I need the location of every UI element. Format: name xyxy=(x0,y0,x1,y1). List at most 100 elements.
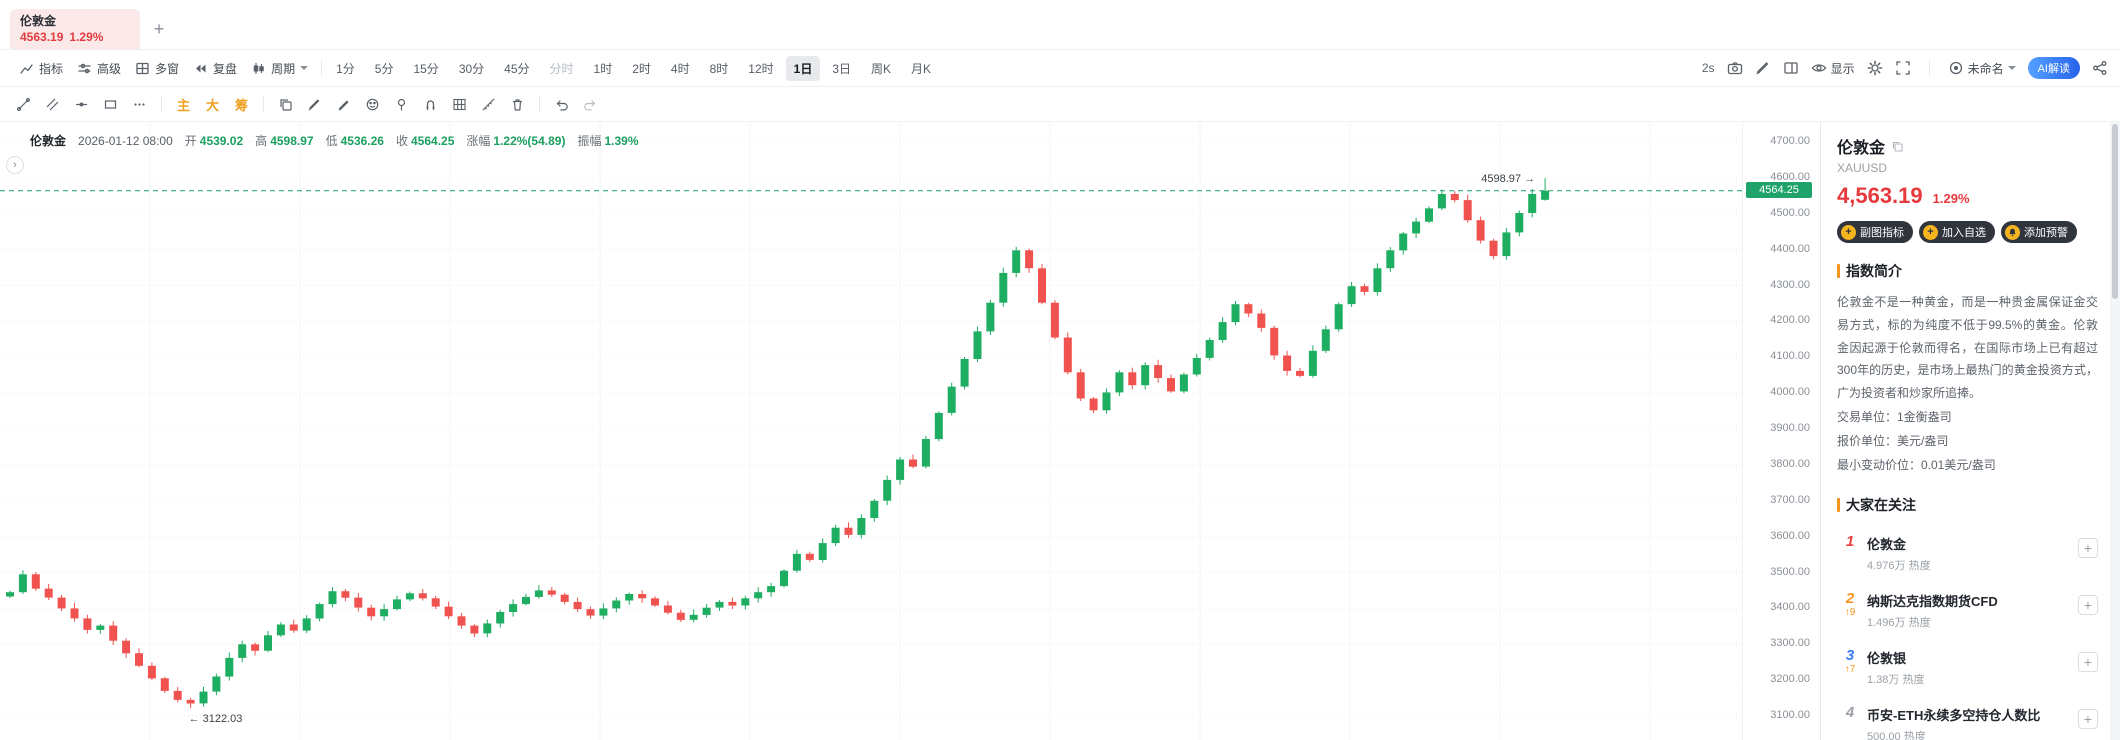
multi-window-button[interactable]: 多窗 xyxy=(128,55,186,81)
timeframe-30分[interactable]: 30分 xyxy=(458,61,485,76)
display-label: 显示 xyxy=(1830,61,1855,76)
svg-text:4598.97 →: 4598.97 → xyxy=(1481,173,1535,185)
watchlist-item-name: 伦敦银 xyxy=(1867,650,1907,666)
timeframe-5分[interactable]: 5分 xyxy=(374,61,394,76)
screenshot-button[interactable] xyxy=(1727,60,1743,76)
edit-button[interactable] xyxy=(1755,60,1771,76)
pencil-icon xyxy=(1756,62,1768,75)
copy-icon[interactable] xyxy=(1891,140,1904,153)
timeframe-3日[interactable]: 3日 xyxy=(832,61,852,76)
intro-text: 伦敦金不是一种黄金，而是一种贵金属保证金交易方式，标的为纯度不低于99.5%的黄… xyxy=(1837,295,2098,401)
divider xyxy=(1928,60,1930,76)
watchlist-item[interactable]: 3 ↑7 伦敦银 1.38万 热度 + xyxy=(1837,639,2098,696)
delete-drawings-tool[interactable] xyxy=(504,91,531,117)
price-axis[interactable]: 4564.25 4700.00 4600.00 4500.00 4400.00 4300… xyxy=(1742,122,1820,740)
redo-button[interactable] xyxy=(577,91,604,117)
clone-tool[interactable] xyxy=(272,91,299,117)
draw-pencil-tool[interactable] xyxy=(301,91,328,117)
price-tick: 3100.00 xyxy=(1770,709,1810,721)
watchlist-add-button[interactable]: + xyxy=(2078,651,2098,672)
timeframe-1时[interactable]: 1时 xyxy=(593,61,613,76)
indicator-button[interactable]: 指标 xyxy=(12,55,70,81)
trend-line-icon xyxy=(17,97,31,111)
refresh-speed-button[interactable]: 2s xyxy=(1701,61,1715,75)
advanced-button[interactable]: 高级 xyxy=(70,55,128,81)
advanced-label: 高级 xyxy=(97,61,122,76)
timeframe-45分[interactable]: 45分 xyxy=(504,61,530,76)
expand-panel-button[interactable]: › xyxy=(6,156,24,174)
marker-tool[interactable] xyxy=(330,91,357,117)
share-button[interactable] xyxy=(2092,60,2108,76)
rank-number: 4 xyxy=(1845,703,1855,721)
watchlist-add-button[interactable]: + xyxy=(2078,708,2098,729)
current-price-tag: 4564.25 xyxy=(1746,181,1812,198)
rank-change: ↑7 xyxy=(1844,664,1856,676)
timeframe-周K[interactable]: 周K xyxy=(871,61,892,76)
divider xyxy=(321,60,323,76)
replay-button[interactable]: 复盘 xyxy=(186,55,244,81)
timeframe-15分[interactable]: 15分 xyxy=(413,61,439,76)
price-tick: 4700.00 xyxy=(1770,135,1810,147)
watchlist-item[interactable]: 2 ↑9 纳斯达克指数期货CFD 1.496万 热度 + xyxy=(1837,582,2098,639)
plus-icon: + xyxy=(1923,224,1938,240)
magnet-tool[interactable] xyxy=(417,91,444,117)
rectangle-tool[interactable] xyxy=(97,91,124,117)
period-button[interactable]: 周期 xyxy=(244,55,315,81)
timeframe-1日[interactable]: 1日 xyxy=(785,55,821,81)
timeframe-8时[interactable]: 8时 xyxy=(709,61,729,76)
chart-region[interactable]: 4598.97 → ← 3122.03 4564.25 4700.00 4600.0… xyxy=(0,122,1820,740)
share-icon xyxy=(2093,61,2107,75)
tab-quote: 4563.19 1.29% xyxy=(20,29,130,46)
main-chart-button[interactable]: 主 xyxy=(177,97,191,113)
watchlist-item[interactable]: 4 币安-ETH永续多空持仓人数比 500.00 热度 + xyxy=(1837,696,2098,740)
timeframe-月K[interactable]: 月K xyxy=(911,61,932,76)
intro-section-header: 指数简介 xyxy=(1837,261,2098,281)
watchlist-add-button[interactable]: + xyxy=(2078,594,2098,615)
display-button[interactable]: 显示 xyxy=(1811,60,1855,77)
watchlist-item[interactable]: 1 伦敦金 4.976万 热度 + xyxy=(1837,525,2098,582)
trend-line-tool[interactable] xyxy=(10,91,37,117)
rank-number: 1 xyxy=(1845,532,1855,550)
svg-text:← 3122.03: ← 3122.03 xyxy=(189,713,243,725)
add-alert-button[interactable]: 添加预警 xyxy=(2001,221,2077,243)
vertical-scrollbar[interactable] xyxy=(2110,122,2120,740)
grid-tool[interactable] xyxy=(446,91,473,117)
horizontal-line-tool[interactable] xyxy=(68,91,95,117)
settings-button[interactable] xyxy=(1867,60,1883,76)
scrollbar-thumb[interactable] xyxy=(2112,124,2118,299)
timeframe-分时[interactable]: 分时 xyxy=(549,61,574,76)
timeframe-1分[interactable]: 1分 xyxy=(336,61,355,76)
large-view-button[interactable]: 大 xyxy=(206,97,220,113)
pin-tool[interactable] xyxy=(388,91,415,117)
layout-template-button[interactable]: 未命名 xyxy=(1948,60,2016,77)
parallel-lines-tool[interactable] xyxy=(39,91,66,117)
grid-icon xyxy=(453,98,466,110)
panel-price: 4,563.19 xyxy=(1837,183,1923,208)
timeframe-2时[interactable]: 2时 xyxy=(632,61,651,76)
emoji-tool[interactable] xyxy=(359,91,386,117)
drawing-toolbar: 主 大 筹 xyxy=(0,87,2120,122)
timeframe-12时[interactable]: 12时 xyxy=(748,61,774,76)
undo-icon xyxy=(556,99,568,110)
fullscreen-button[interactable] xyxy=(1895,60,1911,76)
ruler-icon xyxy=(482,98,495,110)
more-shapes-tool[interactable] xyxy=(126,91,153,117)
timeframe-4时[interactable]: 4时 xyxy=(670,61,690,76)
ai-analysis-button[interactable]: AI解读 xyxy=(2027,57,2080,79)
watchlist-item-heat: 1.496万 热度 xyxy=(1867,616,1931,629)
toolbar-right-group: 2s 显示 未命名 xyxy=(1702,57,2108,79)
main-area: 4598.97 → ← 3122.03 4564.25 4700.00 4600.0… xyxy=(0,122,2120,740)
undo-button[interactable] xyxy=(548,91,575,117)
watchlist-add-button[interactable]: + xyxy=(2078,537,2098,558)
multi-window-icon xyxy=(136,62,149,74)
candlestick-chart[interactable]: 4598.97 → ← 3122.03 xyxy=(0,122,1742,740)
add-tab-button[interactable]: + xyxy=(153,18,165,39)
panel-change: 1.29% xyxy=(1932,191,1970,206)
layout-button[interactable] xyxy=(1783,60,1799,76)
symbol-tab[interactable]: 伦敦金 4563.19 1.29% xyxy=(10,9,140,49)
chip-distribution-button[interactable]: 筹 xyxy=(235,97,249,113)
sub-indicator-button[interactable]: + 副图指标 xyxy=(1837,221,1913,243)
measure-tool[interactable] xyxy=(475,91,502,117)
add-watchlist-button[interactable]: + 加入自选 xyxy=(1919,221,1995,243)
tab-price: 4563.19 xyxy=(20,30,64,44)
